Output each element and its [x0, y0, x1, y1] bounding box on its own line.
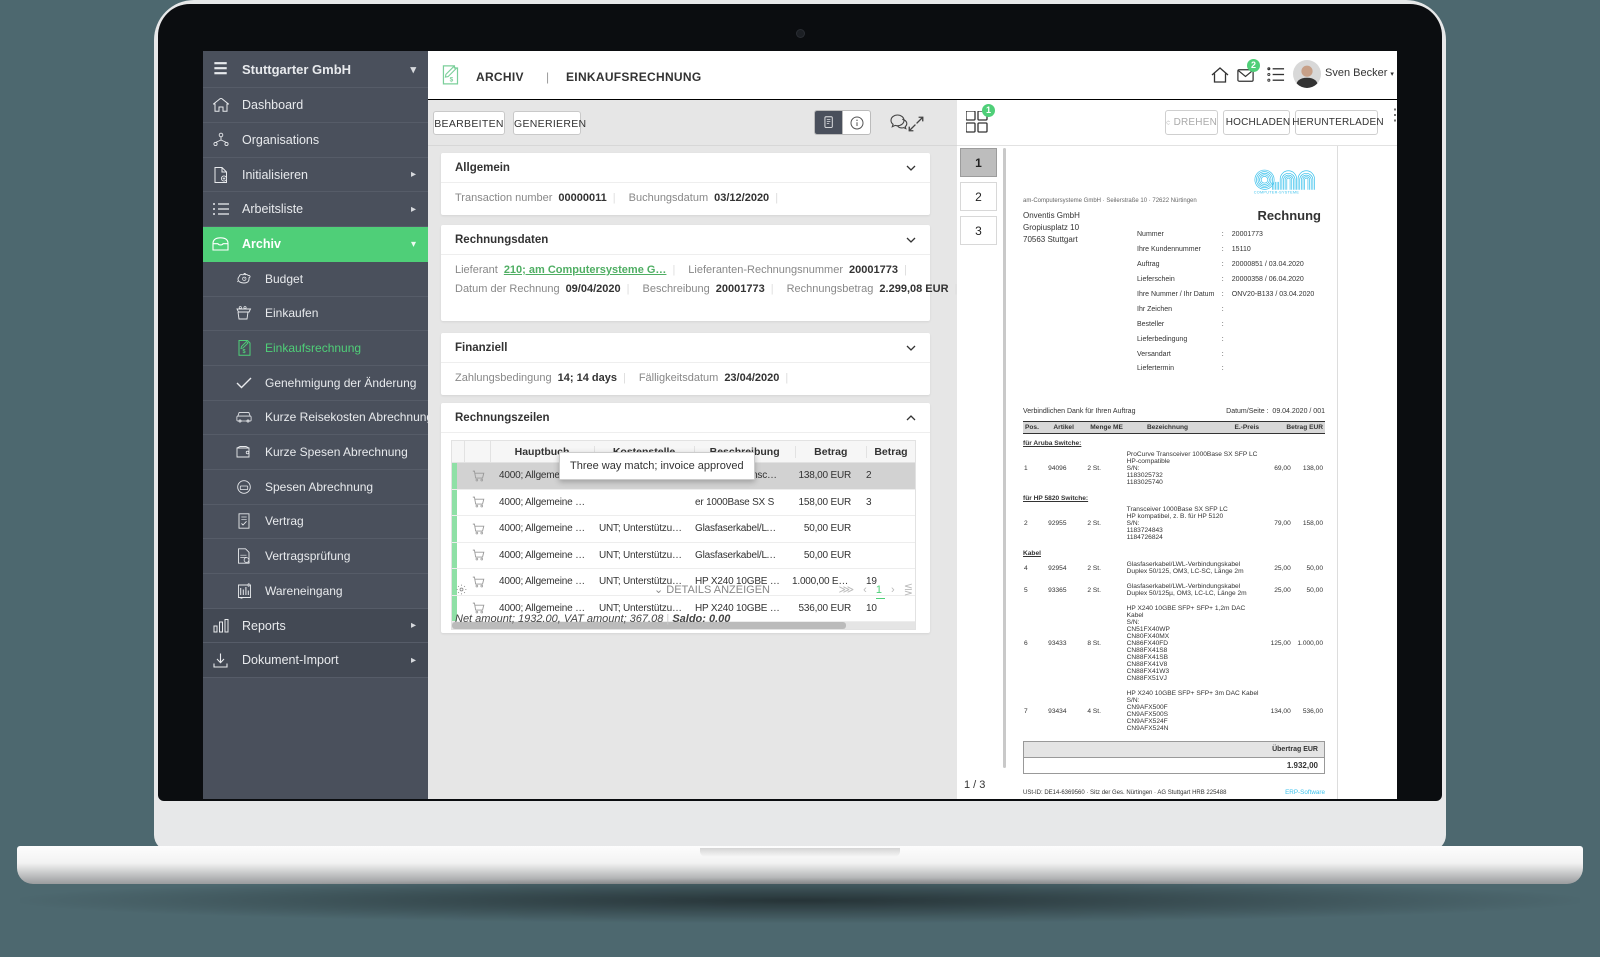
svg-text:COMPUTER-SYSTEME: COMPUTER-SYSTEME — [1254, 191, 1300, 194]
svg-text:$: $ — [242, 349, 245, 355]
svg-text:$: $ — [450, 76, 454, 83]
